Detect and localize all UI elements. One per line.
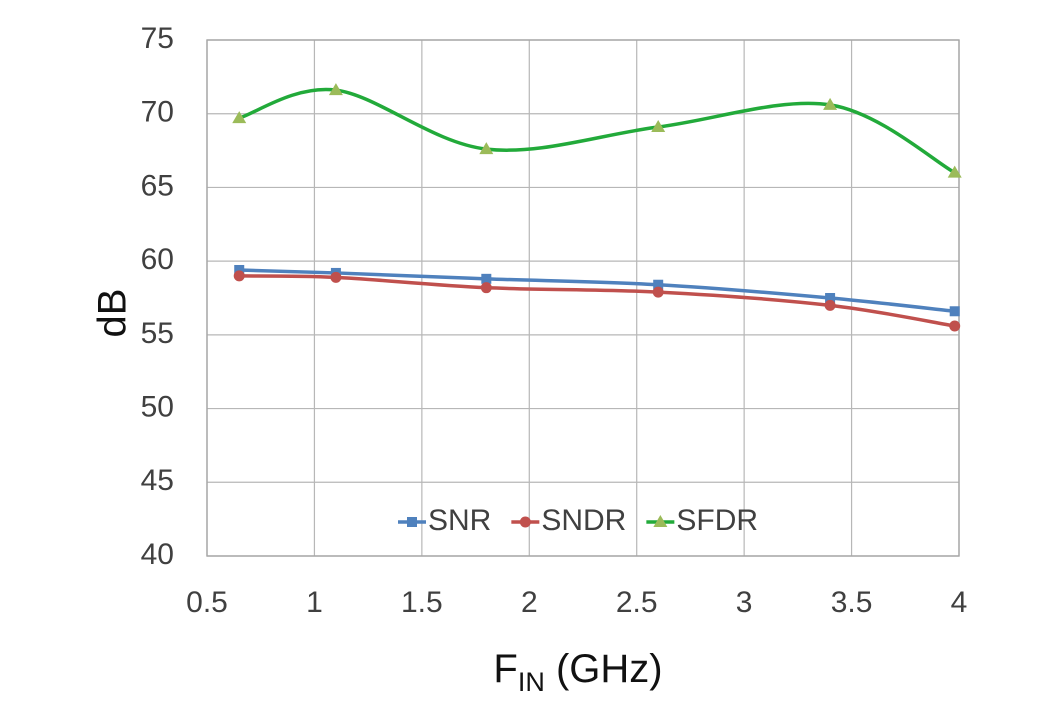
y-tick-label: 60: [141, 243, 174, 276]
legend-marker-sfdr: [653, 515, 668, 527]
data-point-sfdr: [232, 111, 247, 124]
y-axis-ticks: 40 45 50 55 60 65 70 75: [141, 22, 174, 571]
data-point-sfdr: [479, 142, 494, 155]
x-axis-title: FIN (GHz): [493, 647, 662, 697]
data-point-snr: [949, 306, 960, 317]
data-point-sndr: [480, 282, 492, 294]
legend-label-snr: SNR: [428, 504, 491, 537]
series-sndr: [233, 270, 961, 332]
y-tick-label: 50: [141, 390, 174, 423]
data-point-sndr: [949, 320, 961, 332]
legend-item-snr: SNR: [398, 504, 491, 537]
legend-marker-sndr: [519, 516, 531, 528]
series-line-sfdr: [238, 87, 956, 175]
x-tick-label: 2.5: [616, 586, 658, 619]
data-point-sndr: [330, 271, 342, 283]
y-tick-label: 75: [141, 22, 174, 55]
data-point-snr: [653, 279, 664, 290]
x-tick-label: 2: [521, 586, 538, 619]
data-point-sfdr: [823, 97, 838, 110]
y-axis-title: dB: [91, 289, 135, 338]
x-tick-label: 1: [306, 586, 323, 619]
y-tick-label: 45: [141, 464, 174, 497]
x-axis-ticks: 0.5 1 1.5 2 2.5 3 3.5 4: [186, 586, 967, 619]
x-tick-label: 3: [736, 586, 753, 619]
data-point-snr: [234, 264, 245, 275]
x-axis-title-subscript: IN: [518, 667, 545, 697]
x-axis-title-main: F: [493, 647, 517, 691]
data-point-sfdr: [328, 83, 343, 96]
y-tick-label: 70: [141, 96, 174, 129]
legend-label-sfdr: SFDR: [676, 504, 758, 537]
x-tick-label: 1.5: [401, 586, 443, 619]
series-sfdr: [232, 83, 962, 178]
x-tick-label: 3.5: [831, 586, 873, 619]
y-tick-label: 40: [141, 538, 174, 571]
legend-item-sndr: SNDR: [511, 504, 626, 537]
data-point-sfdr: [947, 165, 962, 178]
data-point-sfdr: [651, 119, 666, 132]
x-tick-label: 0.5: [186, 586, 228, 619]
legend: SNR SNDR SFDR: [398, 504, 758, 537]
legend-marker-snr: [407, 517, 417, 527]
x-tick-label: 4: [951, 586, 968, 619]
legend-label-sndr: SNDR: [541, 504, 626, 537]
legend-item-sfdr: SFDR: [646, 504, 758, 537]
x-axis-title-unit: (GHz): [545, 647, 663, 691]
data-point-snr: [481, 273, 492, 284]
data-point-snr: [825, 293, 836, 303]
data-point-sndr: [824, 299, 836, 311]
plot-area-border: [206, 39, 960, 557]
plot-frame: [206, 39, 960, 557]
data-point-sndr: [233, 270, 245, 282]
y-tick-label: 65: [141, 169, 174, 202]
y-tick-label: 55: [141, 317, 174, 350]
series-layer: [232, 83, 962, 332]
data-point-sndr: [652, 286, 664, 298]
